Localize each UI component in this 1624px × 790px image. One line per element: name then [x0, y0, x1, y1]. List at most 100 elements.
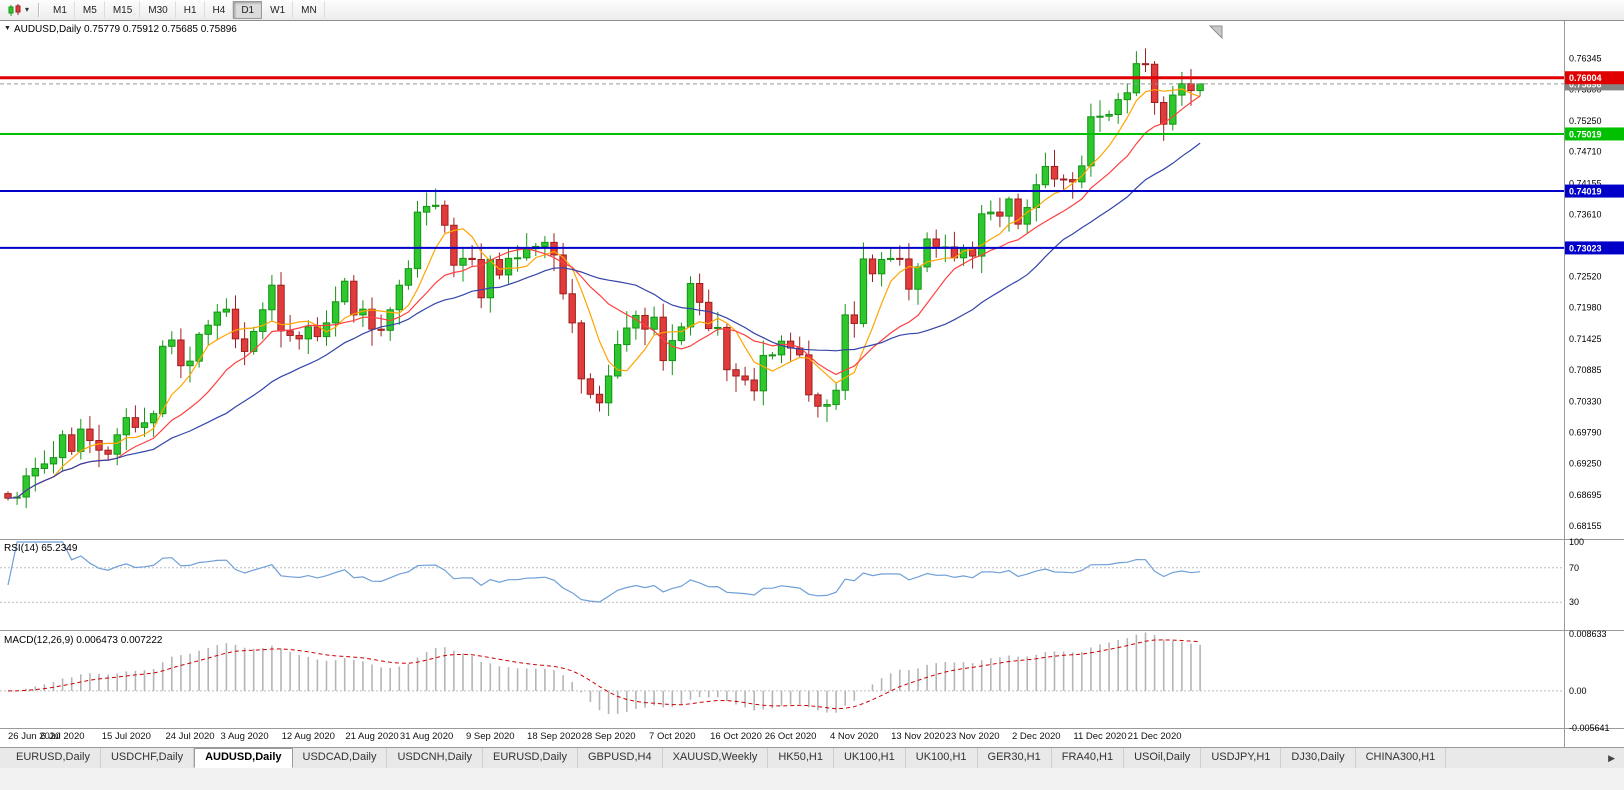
status-bar — [0, 768, 1624, 790]
candle-body — [586, 378, 595, 395]
candle-body — [313, 326, 322, 338]
candle-body — [22, 475, 30, 498]
candle-body — [823, 404, 831, 407]
candle-body — [1023, 207, 1031, 225]
tabs-scroll-right-button[interactable]: ▶ — [1608, 753, 1615, 763]
timeframe-button-w1[interactable]: W1 — [262, 1, 294, 19]
candle-body — [213, 311, 222, 326]
timeframe-button-m1[interactable]: M1 — [45, 1, 75, 19]
chart-type-button[interactable]: ▾ — [4, 3, 33, 18]
price-chart-svg[interactable]: 0.763450.758000.752500.747100.741550.736… — [0, 21, 1624, 747]
candle-body — [131, 417, 140, 428]
candle-body — [40, 463, 49, 469]
candle-body — [559, 254, 567, 295]
macd-axis-tick: -0.005641 — [1569, 723, 1610, 733]
date-axis-label: 12 Aug 2020 — [282, 731, 335, 742]
candle-body — [86, 428, 94, 442]
chart-tab-9[interactable]: UK100,H1 — [834, 748, 906, 768]
price-axis-tick: 0.70885 — [1569, 365, 1602, 375]
chart-tab-8[interactable]: HK50,H1 — [768, 748, 834, 768]
price-axis-tick: 0.69250 — [1569, 458, 1602, 468]
candle-body — [104, 449, 112, 455]
date-axis-label: 15 Jul 2020 — [102, 731, 151, 742]
candle-body — [1160, 102, 1168, 125]
timeframe-button-m30[interactable]: M30 — [140, 1, 176, 19]
chart-tab-1[interactable]: USDCHF,Daily — [101, 748, 195, 768]
timeframe-button-m5[interactable]: M5 — [75, 1, 105, 19]
candle-body — [1150, 63, 1159, 104]
chart-tab-0[interactable]: EURUSD,Daily — [6, 748, 101, 768]
price-label-box — [1565, 241, 1624, 255]
candle-body — [1123, 92, 1131, 101]
candle-body — [159, 345, 167, 415]
price-axis-tick: 0.75250 — [1569, 116, 1602, 126]
candle-body — [1187, 83, 1195, 92]
chart-area[interactable]: 0.763450.758000.752500.747100.741550.736… — [0, 21, 1624, 747]
chart-tab-4[interactable]: USDCNH,Daily — [387, 748, 484, 768]
candle-body — [68, 434, 76, 452]
candle-body — [49, 457, 58, 465]
candle-body — [149, 413, 158, 424]
dropdown-caret-icon: ▾ — [25, 5, 30, 14]
price-label-box — [1565, 184, 1624, 198]
candle-body — [832, 389, 840, 406]
candle-body — [1087, 116, 1095, 167]
candle-body — [368, 308, 376, 330]
timeframe-button-mn[interactable]: MN — [293, 1, 325, 19]
chart-tab-13[interactable]: USOil,Daily — [1124, 748, 1202, 768]
candle-body — [377, 328, 385, 331]
ma-mid-line — [7, 95, 1201, 499]
candle-body — [978, 213, 986, 257]
chart-tab-14[interactable]: USDJPY,H1 — [1201, 748, 1282, 768]
candle-body — [905, 258, 913, 290]
chart-tab-2[interactable]: AUDUSD,Daily — [194, 748, 293, 768]
candle-body — [595, 393, 604, 404]
timeframe-button-h1[interactable]: H1 — [176, 1, 205, 19]
candle-body — [695, 282, 704, 303]
price-axis-tick: 0.69790 — [1569, 428, 1602, 438]
candle-body — [58, 434, 67, 459]
candle-body — [222, 308, 231, 313]
timeframe-button-h4[interactable]: H4 — [205, 1, 234, 19]
candle-body — [268, 284, 276, 311]
timeframe-buttons-group: M1 M5 M15 M30 H1 H4 D1 W1 MN — [45, 0, 325, 20]
date-axis-label: 28 Sep 2020 — [582, 731, 636, 742]
candle-body — [841, 314, 849, 391]
candle-body — [686, 282, 695, 328]
candle-body — [523, 248, 531, 259]
candle-body — [614, 344, 622, 377]
candle-body — [231, 308, 240, 340]
candle-body — [495, 259, 504, 276]
macd-signal-line — [7, 639, 1201, 710]
chart-tab-6[interactable]: GBPUSD,H4 — [578, 748, 663, 768]
candle-body — [240, 338, 249, 352]
candle-body — [732, 369, 740, 377]
timeframe-button-d1[interactable]: D1 — [233, 1, 263, 19]
date-axis-label: 16 Oct 2020 — [710, 731, 762, 742]
candle-body — [1196, 83, 1204, 92]
date-axis-label: 6 Jul 2020 — [41, 731, 85, 742]
timeframe-button-m15[interactable]: M15 — [105, 1, 141, 19]
chart-tab-10[interactable]: UK100,H1 — [906, 748, 978, 768]
chart-tab-5[interactable]: EURUSD,Daily — [483, 748, 578, 768]
chart-tab-12[interactable]: FRA40,H1 — [1052, 748, 1125, 768]
chart-tab-11[interactable]: GER30,H1 — [978, 748, 1052, 768]
candle-body — [814, 394, 822, 407]
candle-body — [877, 259, 886, 275]
candle-body — [459, 257, 467, 266]
candle-body — [641, 314, 649, 330]
candle-body — [714, 326, 722, 330]
candle-body — [1041, 165, 1050, 186]
candle-body — [422, 205, 431, 213]
candle-body — [623, 327, 631, 346]
candle-body — [441, 204, 449, 226]
chart-tab-15[interactable]: DJ30,Daily — [1281, 748, 1356, 768]
price-axis-tick: 0.70330 — [1569, 397, 1602, 407]
price-label-text: 0.74019 — [1569, 187, 1602, 197]
chart-tab-7[interactable]: XAUUSD,Weekly — [663, 748, 769, 768]
timeframe-toolbar: ▾ M1 M5 M15 M30 H1 H4 D1 W1 MN — [0, 0, 1624, 21]
chart-tab-16[interactable]: CHINA300,H1 — [1356, 748, 1447, 768]
chart-tab-3[interactable]: USDCAD,Daily — [293, 748, 388, 768]
chart-shift-marker-icon[interactable] — [1208, 25, 1223, 40]
candle-body — [1032, 184, 1040, 209]
